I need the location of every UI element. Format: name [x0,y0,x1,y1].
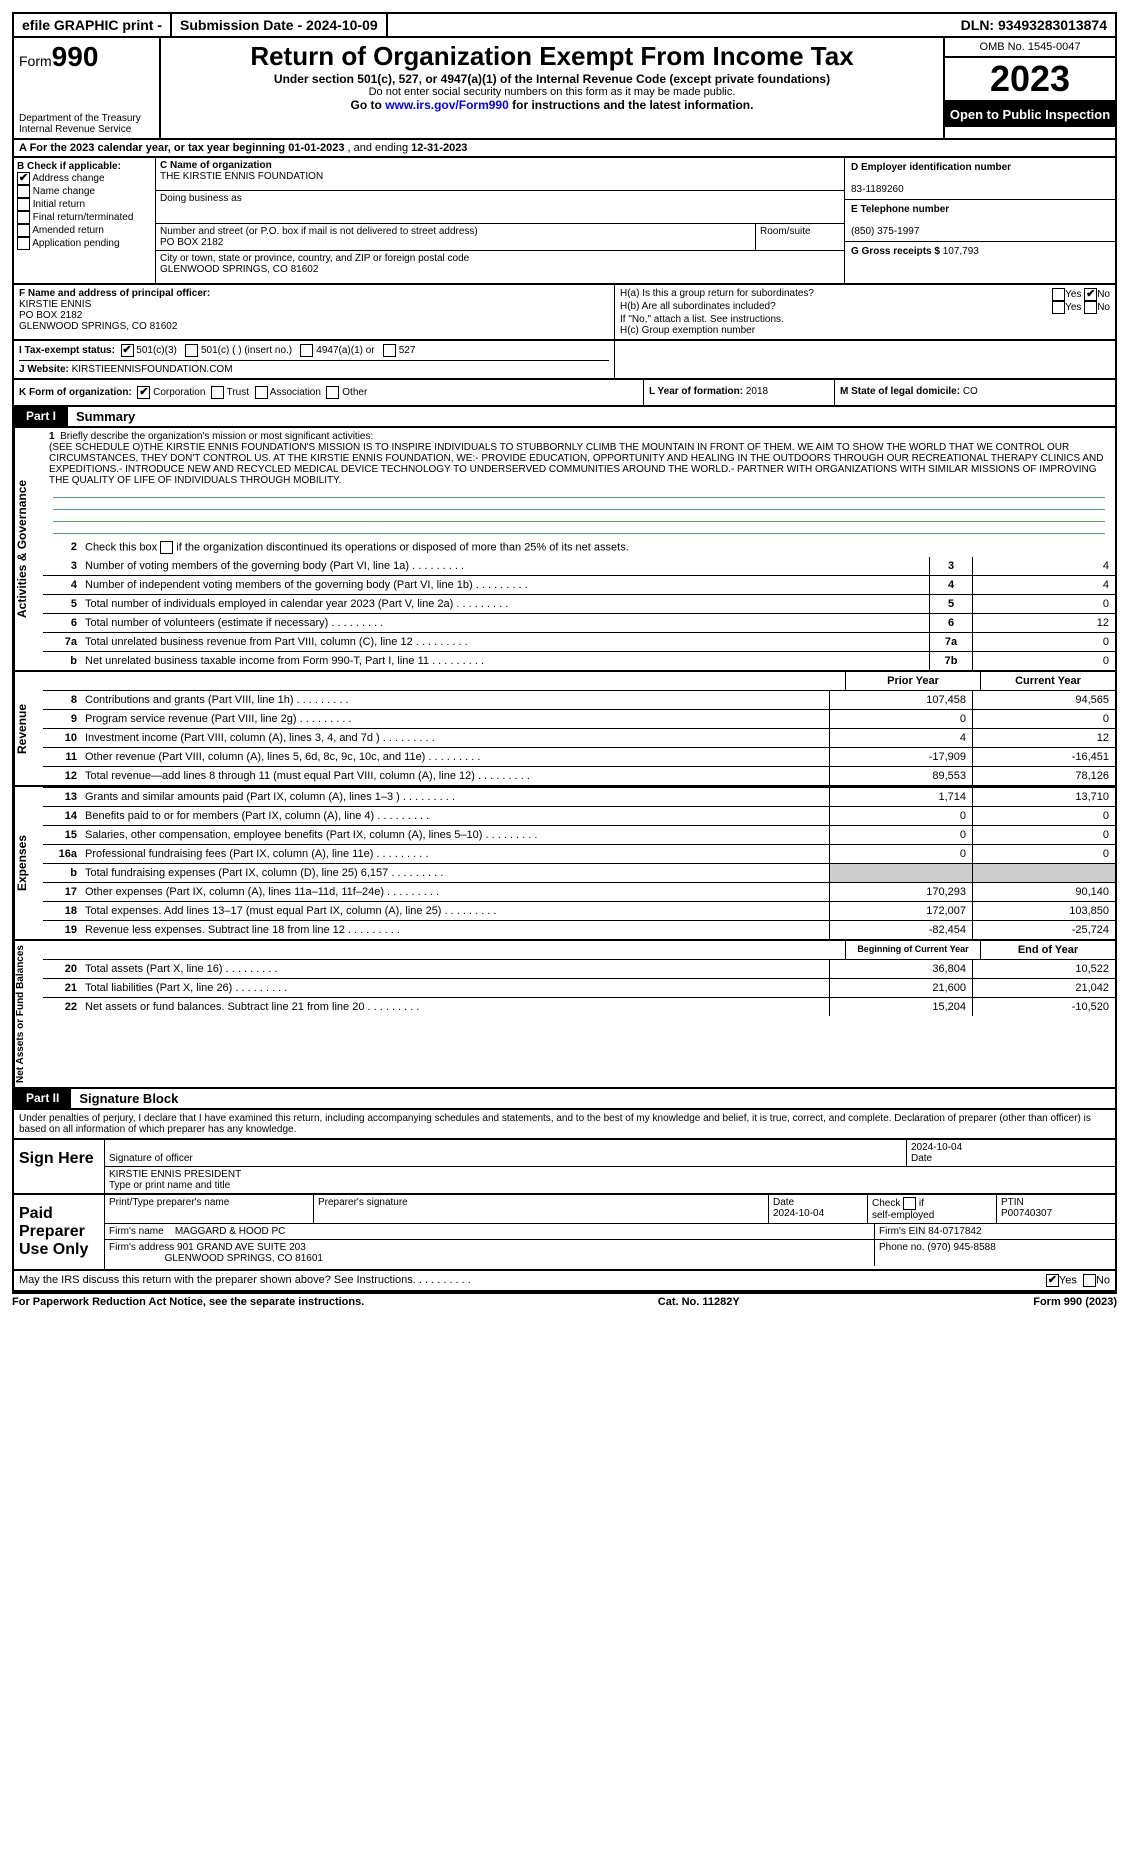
irs-label: Internal Revenue Service [19,124,154,135]
line-22: 22 Net assets or fund balances. Subtract… [43,997,1115,1016]
line-8: 8 Contributions and grants (Part VIII, l… [43,690,1115,709]
col-b-checkboxes: B Check if applicable: Address change Na… [14,158,156,283]
firm-phone: (970) 945-8588 [927,1242,995,1253]
gov-line-4: 4 Number of independent voting members o… [43,575,1115,594]
line-21: 21 Total liabilities (Part X, line 26) 2… [43,978,1115,997]
cb-501c3[interactable] [121,344,134,357]
officer-name: KIRSTIE ENNIS [19,299,91,310]
row-a: A For the 2023 calendar year, or tax yea… [12,140,1117,158]
line-17: 17 Other expenses (Part IX, column (A), … [43,882,1115,901]
gov-line-7a: 7a Total unrelated business revenue from… [43,632,1115,651]
line-14: 14 Benefits paid to or for members (Part… [43,806,1115,825]
submission-date: Submission Date - 2024-10-09 [172,14,388,36]
cb-hb-no[interactable] [1084,301,1097,314]
revenue-section: Revenue Prior Year Current Year 8 Contri… [12,672,1117,787]
cb-discontinued[interactable] [160,541,173,554]
cb-assoc[interactable] [255,386,268,399]
gov-line-b: b Net unrelated business taxable income … [43,651,1115,670]
open-inspection: Open to Public Inspection [945,102,1115,127]
line-9: 9 Program service revenue (Part VIII, li… [43,709,1115,728]
vtab-netassets: Net Assets or Fund Balances [14,941,43,1087]
line-15: 15 Salaries, other compensation, employe… [43,825,1115,844]
page-footer: For Paperwork Reduction Act Notice, see … [12,1292,1117,1308]
line-20: 20 Total assets (Part X, line 16) 36,804… [43,959,1115,978]
paid-preparer: Paid Preparer Use Only Print/Type prepar… [12,1195,1117,1271]
cb-4947[interactable] [300,344,313,357]
net-assets-section: Net Assets or Fund Balances Beginning of… [12,941,1117,1089]
perjury-declaration: Under penalties of perjury, I declare th… [12,1110,1117,1140]
vtab-revenue: Revenue [14,672,43,785]
row-i-j: I Tax-exempt status: 501(c)(3) 501(c) ( … [12,341,1117,380]
cb-other[interactable] [326,386,339,399]
cb-final-return[interactable] [17,211,30,224]
form-subtitle: Under section 501(c), 527, or 4947(a)(1)… [164,72,940,86]
line-18: 18 Total expenses. Add lines 13–17 (must… [43,901,1115,920]
activities-governance: Activities & Governance 1 Briefly descri… [12,428,1117,672]
part-ii-header: Part II Signature Block [12,1089,1117,1110]
tax-year: 2023 [945,58,1115,102]
vtab-expenses: Expenses [14,787,43,939]
cb-self-employed[interactable] [903,1197,916,1210]
part-i-header: Part I Summary [12,407,1117,428]
form-number: Form990 [19,41,154,73]
main-identity-grid: B Check if applicable: Address change Na… [12,158,1117,285]
gross-receipts: 107,793 [943,246,979,257]
gov-line-5: 5 Total number of individuals employed i… [43,594,1115,613]
ein: 83-1189260 [851,184,904,195]
year-formation: 2018 [746,386,768,397]
omb-number: OMB No. 1545-0047 [945,38,1115,58]
cb-amended[interactable] [17,224,30,237]
line-19: 19 Revenue less expenses. Subtract line … [43,920,1115,939]
line-11: 11 Other revenue (Part VIII, column (A),… [43,747,1115,766]
line-16a: 16a Professional fundraising fees (Part … [43,844,1115,863]
cb-discuss-yes[interactable] [1046,1274,1059,1287]
cb-ha-yes[interactable] [1052,288,1065,301]
sign-here: Sign Here Signature of officer 2024-10-0… [12,1140,1117,1195]
city-state-zip: GLENWOOD SPRINGS, CO 81602 [160,264,318,275]
state-domicile: CO [963,386,978,397]
firm-name: MAGGARD & HOOD PC [175,1226,286,1237]
cb-trust[interactable] [211,386,224,399]
col-d-ein-phone: D Employer identification number 83-1189… [845,158,1115,283]
cb-initial-return[interactable] [17,198,30,211]
mission-text: (SEE SCHEDULE O)THE KIRSTIE ENNIS FOUNDA… [49,442,1103,486]
officer-signature: KIRSTIE ENNIS PRESIDENT [109,1169,241,1180]
efile-label: efile GRAPHIC print - [14,14,172,36]
gov-line-3: 3 Number of voting members of the govern… [43,557,1115,575]
org-name: THE KIRSTIE ENNIS FOUNDATION [160,171,323,182]
line-13: 13 Grants and similar amounts paid (Part… [43,787,1115,806]
dln: DLN: 93493283013874 [953,14,1115,36]
dept-treasury: Department of the Treasury [19,113,154,124]
website: KIRSTIEENNISFOUNDATION.COM [72,364,233,375]
cb-527[interactable] [383,344,396,357]
expenses-section: Expenses 13 Grants and similar amounts p… [12,787,1117,941]
discuss-row: May the IRS discuss this return with the… [12,1271,1117,1292]
irs-link[interactable]: www.irs.gov/Form990 [385,98,509,112]
cb-ha-no[interactable] [1084,288,1097,301]
cb-name-change[interactable] [17,185,30,198]
gov-line-6: 6 Total number of volunteers (estimate i… [43,613,1115,632]
top-bar: efile GRAPHIC print - Submission Date - … [12,12,1117,38]
line-b: b Total fundraising expenses (Part IX, c… [43,863,1115,882]
line-12: 12 Total revenue—add lines 8 through 11 … [43,766,1115,785]
form-title: Return of Organization Exempt From Incom… [164,41,940,72]
firm-ein: 84-0717842 [928,1226,981,1237]
cb-hb-yes[interactable] [1052,301,1065,314]
row-k-l-m: K Form of organization: Corporation Trus… [12,380,1117,407]
ptin: P00740307 [1001,1208,1052,1219]
form-header: Form990 Department of the Treasury Inter… [12,38,1117,140]
telephone: (850) 375-1997 [851,226,919,237]
line-10: 10 Investment income (Part VIII, column … [43,728,1115,747]
row-f-h: F Name and address of principal officer:… [12,285,1117,341]
cb-corp[interactable] [137,386,150,399]
cb-app-pending[interactable] [17,237,30,250]
ssn-notice: Do not enter social security numbers on … [164,86,940,98]
cb-discuss-no[interactable] [1083,1274,1096,1287]
vtab-governance: Activities & Governance [14,428,43,670]
col-c-name-address: C Name of organization THE KIRSTIE ENNIS… [156,158,845,283]
cb-501c[interactable] [185,344,198,357]
street-address: PO BOX 2182 [160,237,223,248]
cb-address-change[interactable] [17,172,30,185]
instructions-link-row: Go to www.irs.gov/Form990 for instructio… [164,98,940,112]
